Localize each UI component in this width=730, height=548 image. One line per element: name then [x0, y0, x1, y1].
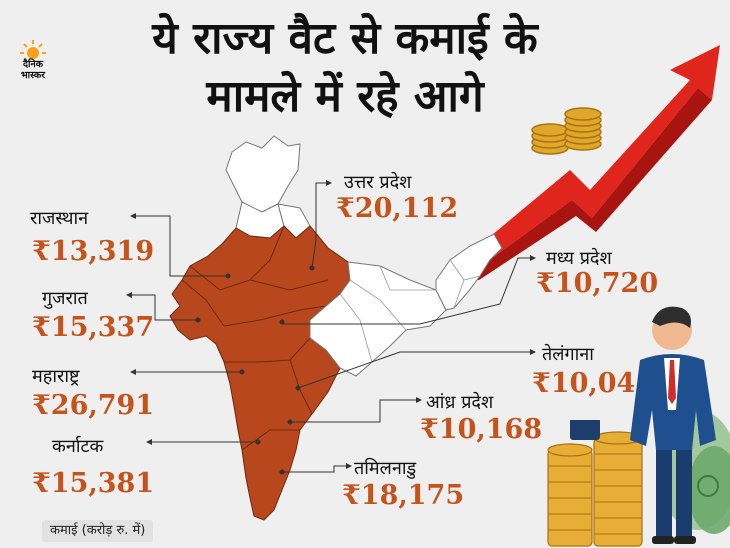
sun-icon [20, 40, 46, 59]
headline-line-2: मामले में रहे आगे [206, 71, 484, 122]
headline: ये राज्य वैट से कमाई के मामले में रहे आग… [120, 10, 570, 126]
value-rajasthan: ₹13,319 [32, 236, 155, 267]
rising-arrow-icon [450, 45, 720, 280]
value-maharashtra: ₹26,791 [32, 390, 155, 421]
dainik-bhaskar-logo: दैनिक भास्कर [10, 40, 56, 86]
coin-pile-icon [547, 420, 643, 547]
value-uttar-pradesh: ₹20,112 [336, 193, 459, 224]
value-karnataka: ₹15,381 [32, 468, 155, 499]
value-andhra-pradesh: ₹10,168 [420, 414, 543, 445]
headline-line-1: ये राज्य वैट से कमाई के [152, 13, 538, 64]
label-andhra-pradesh: आंध्र प्रदेश [426, 392, 494, 413]
value-telangana: ₹10,045 [532, 368, 655, 399]
value-gujarat: ₹15,337 [32, 312, 155, 343]
briefcase-icon [570, 420, 600, 440]
value-madhya-pradesh: ₹10,720 [536, 268, 659, 299]
label-uttar-pradesh: उत्तर प्रदेश [344, 172, 412, 193]
label-tamil-nadu: तमिलनाडु [354, 458, 417, 479]
units-footnote: कमाई (करोड़ रु. में) [42, 520, 154, 542]
logo-line-1: दैनिक [22, 59, 44, 70]
map-east-region [309, 261, 447, 377]
value-tamil-nadu: ₹18,175 [342, 480, 465, 511]
label-madhya-pradesh: मध्य प्रदेश [546, 248, 612, 269]
label-karnataka: कर्नाटक [52, 436, 104, 457]
label-rajasthan: राजस्थान [30, 208, 89, 229]
businessman-icon [630, 306, 716, 544]
logo-line-2: भास्कर [20, 70, 46, 81]
coin-stack-icon [531, 107, 602, 155]
label-telangana: तेलंगाना [542, 344, 594, 365]
label-gujarat: गुजरात [42, 288, 88, 309]
map-north-region [225, 135, 301, 215]
india-map [169, 135, 503, 521]
map-northeast-region [435, 233, 503, 311]
label-maharashtra: महाराष्ट्र [32, 366, 80, 387]
